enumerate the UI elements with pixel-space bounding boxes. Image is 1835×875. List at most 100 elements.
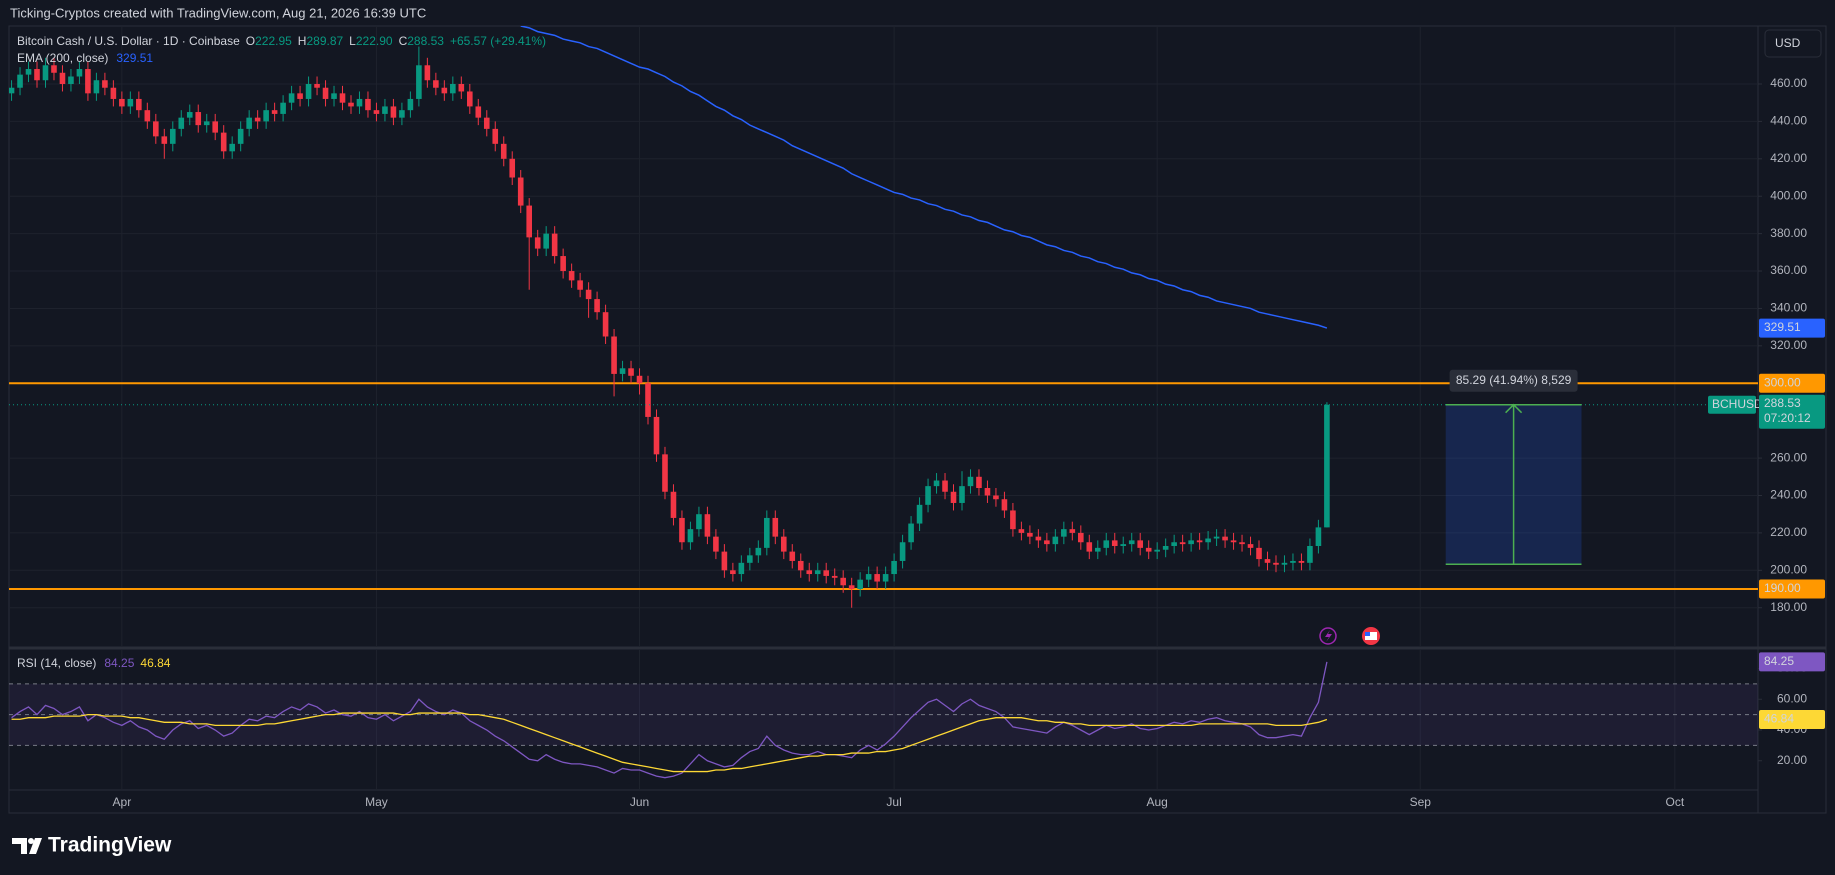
- candle-body: [772, 517, 779, 537]
- candle-body: [1290, 560, 1296, 563]
- candle-body: [229, 143, 235, 152]
- candle-body: [127, 98, 134, 107]
- y-tick-label: 420.00: [1770, 151, 1807, 165]
- candle-body: [271, 110, 278, 114]
- candle-body: [959, 486, 965, 503]
- candle-body: [1086, 542, 1093, 552]
- y-tick-label: 180.00: [1770, 600, 1807, 614]
- rsi-ma-value: 46.84: [140, 656, 170, 670]
- candle-body: [212, 121, 219, 133]
- candle-body: [738, 562, 745, 575]
- candle-body: [331, 93, 337, 99]
- y-tick-label: 200.00: [1770, 562, 1807, 576]
- currency-button[interactable]: USD: [1764, 29, 1822, 58]
- candle-body: [1035, 536, 1042, 541]
- candle-body: [1239, 542, 1245, 545]
- y-tick-label: 240.00: [1770, 488, 1807, 502]
- candle-body: [1179, 542, 1186, 545]
- ohlc-key: H: [298, 34, 307, 48]
- level-tag-bg: [1759, 373, 1825, 393]
- candle-body: [1111, 540, 1118, 546]
- brand-logo: [12, 838, 27, 854]
- candle-body: [789, 551, 796, 561]
- candle-body: [246, 117, 252, 129]
- candle-body: [976, 476, 982, 489]
- last-price-tag-bg: [1759, 394, 1825, 429]
- candle-body: [297, 93, 303, 99]
- symbol-tag: BCHUSD: [1712, 397, 1763, 411]
- ohlc-value: 222.90: [356, 34, 393, 48]
- candle-body: [696, 514, 702, 530]
- candle-body: [814, 570, 821, 575]
- chart-frame: [8, 25, 1827, 814]
- candle-body: [636, 375, 643, 384]
- candle-body: [933, 480, 940, 487]
- candle-body: [1298, 560, 1305, 563]
- candle-body: [93, 80, 100, 94]
- candle-body: [517, 177, 524, 206]
- candle-body: [882, 574, 889, 582]
- y-tick-label: 60.00: [1777, 691, 1807, 705]
- brand-logo: [29, 838, 42, 854]
- measure-label: 85.29 (41.94%) 8,529: [1456, 373, 1572, 387]
- candle-body: [721, 551, 728, 571]
- ema-tag-bg: [1759, 318, 1825, 338]
- currency-label[interactable]: USD: [1775, 36, 1801, 50]
- candle-body: [670, 491, 677, 518]
- y-tick-label: 340.00: [1770, 301, 1807, 315]
- candle-body: [611, 336, 617, 374]
- candle-body: [1061, 529, 1067, 537]
- currency-button-frame[interactable]: [1764, 29, 1822, 58]
- ema-legend: EMA (200, close) 329.51: [17, 51, 153, 65]
- ema-value: 329.51: [116, 51, 153, 65]
- candle-body: [314, 83, 320, 88]
- y-tick-label: 440.00: [1770, 114, 1807, 128]
- candle-body: [144, 110, 151, 122]
- event-icons[interactable]: [1319, 627, 1380, 645]
- candle-body: [925, 486, 931, 505]
- x-tick-label: Oct: [1665, 795, 1684, 809]
- candle-body: [1222, 536, 1228, 541]
- candle-body: [373, 110, 380, 114]
- candle-body: [433, 80, 439, 88]
- candle-body: [34, 69, 40, 81]
- candle-body: [220, 132, 227, 152]
- x-tick-label: Jul: [886, 795, 901, 809]
- candle-body: [237, 128, 244, 144]
- candle-body: [102, 80, 108, 88]
- candle-body: [1128, 540, 1135, 545]
- candle-body: [466, 91, 473, 107]
- candle-body: [993, 495, 999, 500]
- header-title: Ticking-Cryptos created with TradingView…: [10, 5, 426, 20]
- candle-body: [25, 69, 32, 75]
- rsi-value: 84.25: [104, 656, 134, 670]
- measure-arrowhead: [1505, 403, 1523, 414]
- candle-body: [1188, 540, 1194, 545]
- x-tick-label: Apr: [113, 795, 132, 809]
- x-tick-label: Jun: [630, 795, 649, 809]
- candle-body: [382, 106, 388, 114]
- candle-body: [560, 256, 566, 272]
- candle-body: [1103, 540, 1110, 548]
- candle-body: [68, 76, 74, 84]
- candle-body: [110, 87, 117, 99]
- level-tag-bg: [1759, 579, 1825, 599]
- candle-body: [119, 98, 125, 107]
- rsi-tag: 84.25: [1764, 654, 1794, 668]
- rsi-series: [11, 661, 1328, 779]
- candle-body: [1044, 540, 1050, 545]
- candle-body: [1001, 499, 1008, 511]
- candle-body: [1256, 547, 1262, 560]
- candle-body: [1171, 542, 1177, 546]
- candle-body: [747, 555, 753, 563]
- candle-body: [280, 102, 286, 114]
- last-price-tag: 288.53: [1764, 396, 1801, 410]
- candle-body: [865, 574, 872, 580]
- candle-body: [1264, 559, 1271, 563]
- candle-body: [9, 87, 15, 94]
- candle-body: [42, 65, 49, 81]
- candle-body: [1154, 549, 1160, 552]
- candle-body: [662, 454, 668, 492]
- candle-body: [568, 271, 575, 281]
